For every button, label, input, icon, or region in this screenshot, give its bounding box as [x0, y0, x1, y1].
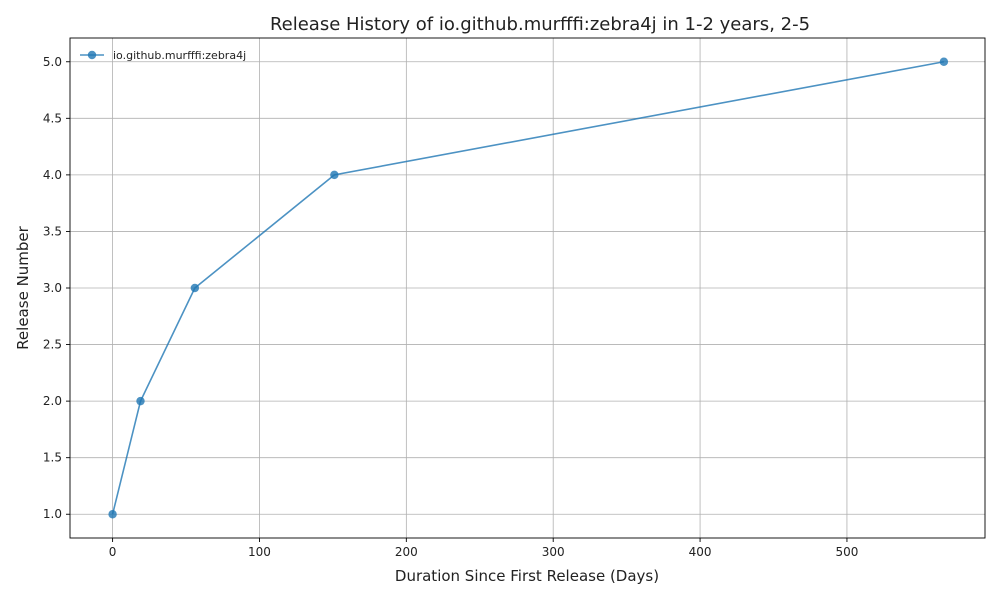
y-axis-label: Release Number [14, 225, 32, 349]
x-tick-label: 0 [109, 545, 117, 559]
y-tick-label: 2.5 [43, 338, 62, 352]
x-tick-label: 300 [542, 545, 565, 559]
data-point [108, 510, 117, 519]
legend: io.github.murfffi:zebra4j [80, 49, 246, 62]
x-tick-label: 100 [248, 545, 271, 559]
y-tick-label: 5.0 [43, 55, 62, 69]
y-tick-label: 1.5 [43, 451, 62, 465]
x-axis-label: Duration Since First Release (Days) [395, 567, 659, 585]
data-point [136, 396, 145, 406]
x-tick-label: 500 [835, 545, 858, 559]
axis-ticks: 0 100 200 300 400 500 1.0 1.5 2.0 2.5 3.0 3.5 4.0 4.5… [43, 55, 858, 559]
y-tick-label: 4.0 [43, 168, 62, 182]
y-tick-label: 1.0 [43, 507, 62, 521]
data-point [939, 57, 949, 66]
y-tick-label: 3.0 [43, 281, 62, 295]
y-tick-label: 3.5 [43, 224, 62, 238]
y-tick-label: 4.5 [43, 111, 62, 125]
chart-title: Release History of io.github.murfffi:zeb… [270, 14, 810, 35]
series-layer [108, 57, 949, 519]
legend-label: io.github.murfffi:zebra4j [113, 49, 246, 62]
x-tick-label: 400 [689, 545, 712, 559]
x-tick-label: 200 [395, 545, 418, 559]
data-point [330, 170, 339, 180]
data-point [190, 283, 200, 293]
grid [70, 38, 985, 538]
legend-marker-icon [87, 50, 97, 60]
y-tick-label: 2.0 [43, 394, 62, 408]
